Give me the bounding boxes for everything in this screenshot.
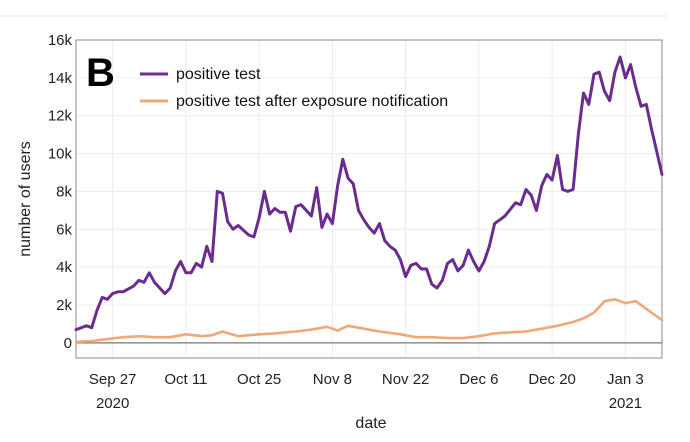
panel-label: B xyxy=(86,51,115,95)
x-tick-label: Nov 22 xyxy=(382,371,430,388)
series-group xyxy=(74,55,664,344)
x-tick-label: Nov 8 xyxy=(313,371,352,388)
series-line-positive-test xyxy=(74,55,664,332)
plot-area-frame xyxy=(75,39,663,359)
x-tick-label: Oct 11 xyxy=(164,371,207,388)
y-tick-label: 0 xyxy=(64,335,72,352)
legend-label-positive-test: positive test xyxy=(176,66,261,83)
x-tick-label: Oct 25 xyxy=(237,371,281,388)
x-tick-label: Sep 27 xyxy=(89,371,137,388)
x-axis-ticks: Sep 27 2020 Oct 11 Oct 25 Nov 8 Nov 22 Dec 6 De… xyxy=(89,371,644,412)
x-tick-year-label: 2020 xyxy=(96,395,129,412)
legend-label-exposure-notification: positive test after exposure notificatio… xyxy=(176,93,448,110)
y-tick-label: 16k xyxy=(48,32,73,49)
y-tick-label: 2k xyxy=(56,297,72,314)
y-tick-label: 4k xyxy=(56,259,72,276)
y-tick-label: 10k xyxy=(48,146,73,163)
x-axis-title: date xyxy=(355,415,386,432)
y-tick-label: 6k xyxy=(56,221,72,238)
x-tick-year-label: 2021 xyxy=(609,395,642,412)
y-axis-title: number of users xyxy=(17,141,34,257)
series-line-exposure-notification xyxy=(74,297,664,344)
x-tick-label: Dec 6 xyxy=(459,371,498,388)
legend: positive test positive test after exposu… xyxy=(140,66,448,110)
y-tick-label: 12k xyxy=(48,108,73,125)
grid xyxy=(76,39,662,358)
y-tick-label: 14k xyxy=(48,70,73,87)
y-tick-label: 8k xyxy=(56,183,72,200)
y-axis-ticks: 0 2k 4k 6k 8k 10k 12k 14k 16k xyxy=(48,32,73,352)
x-tick-label: Dec 20 xyxy=(528,371,576,388)
x-tick-label: Jan 3 xyxy=(607,371,644,388)
